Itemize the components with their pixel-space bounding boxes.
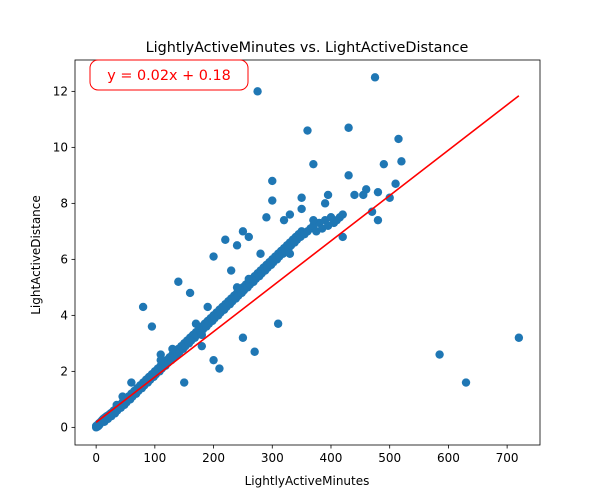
equation-text: y = 0.02x + 0.18 (107, 68, 231, 84)
data-point (303, 126, 312, 135)
trendline-layer (95, 95, 520, 423)
data-point (147, 322, 157, 331)
y-tick-label: 6 (60, 252, 68, 266)
y-tick-label: 12 (53, 84, 68, 98)
data-point (373, 215, 383, 225)
data-point (394, 134, 403, 144)
data-point (326, 213, 336, 222)
data-point (379, 159, 389, 169)
data-point (262, 213, 271, 222)
axes-layer: 0 100 200 300 400 500 600 700 0 2 4 6 8 10 12 (53, 59, 541, 465)
data-point (435, 350, 444, 359)
data-point (323, 190, 333, 200)
data-point (250, 347, 259, 356)
data-point (238, 333, 248, 342)
data-point (285, 210, 295, 219)
data-point (238, 227, 248, 236)
data-point (373, 187, 383, 197)
data-point (197, 341, 207, 351)
y-tick-label: 8 (60, 196, 68, 210)
data-point (197, 330, 207, 340)
data-point (215, 364, 224, 373)
points-layer (91, 73, 524, 432)
data-point (370, 73, 380, 82)
data-point (174, 277, 183, 286)
data-point (344, 171, 353, 180)
data-point (253, 87, 262, 96)
y-tick-label: 0 (60, 420, 68, 434)
data-point (232, 283, 242, 292)
data-point (209, 252, 218, 261)
data-point (118, 392, 127, 401)
data-point (309, 215, 318, 225)
data-point (285, 249, 295, 258)
data-point (397, 157, 406, 166)
y-tick-label: 2 (60, 364, 68, 378)
x-tick-label: 100 (143, 451, 166, 465)
data-point (350, 190, 359, 200)
data-point (127, 378, 136, 387)
data-point (180, 378, 189, 387)
data-point (338, 232, 347, 242)
data-point (273, 319, 283, 328)
data-point (344, 123, 353, 132)
data-point (168, 344, 177, 354)
data-point (209, 355, 218, 365)
data-point (385, 193, 394, 202)
y-tick-label: 4 (60, 308, 68, 322)
x-tick-label: 0 (92, 451, 100, 465)
data-point (156, 355, 165, 365)
equation-annotation: y = 0.02x + 0.18 (89, 59, 249, 91)
data-point (359, 190, 368, 200)
y-tick-label: 10 (53, 140, 68, 154)
data-point (268, 196, 277, 205)
x-tick-label: 600 (437, 451, 460, 465)
plot-frame (74, 59, 541, 446)
data-point (367, 207, 377, 216)
data-point (256, 249, 265, 258)
data-point (514, 333, 524, 342)
data-point (191, 319, 201, 328)
data-point (297, 204, 306, 214)
data-point (138, 302, 148, 312)
x-tick-label: 200 (202, 451, 225, 465)
trendline (95, 95, 520, 423)
data-point (338, 210, 347, 219)
data-point (226, 266, 236, 275)
equation-box (89, 59, 249, 91)
data-point (309, 159, 318, 169)
data-point (232, 241, 242, 250)
x-tick-label: 700 (496, 451, 519, 465)
data-point (203, 302, 212, 312)
data-point (106, 409, 116, 418)
data-point (244, 274, 253, 284)
data-point (185, 336, 195, 345)
x-tick-label: 400 (320, 451, 343, 465)
y-axis-label: LightActiveDistance (29, 195, 43, 315)
x-tick-label: 500 (378, 451, 401, 465)
data-point (279, 215, 289, 225)
data-point (391, 179, 400, 188)
chart-title: LightlyActiveMinutes vs. LightActiveDist… (146, 40, 469, 56)
data-point (461, 378, 471, 387)
x-axis-label: LightlyActiveMinutes (245, 474, 370, 488)
data-point (320, 199, 330, 208)
data-point (297, 193, 306, 202)
data-point (185, 288, 195, 298)
data-point (268, 176, 277, 186)
x-tick-label: 300 (261, 451, 284, 465)
data-point (221, 235, 230, 244)
data-point (244, 232, 253, 242)
